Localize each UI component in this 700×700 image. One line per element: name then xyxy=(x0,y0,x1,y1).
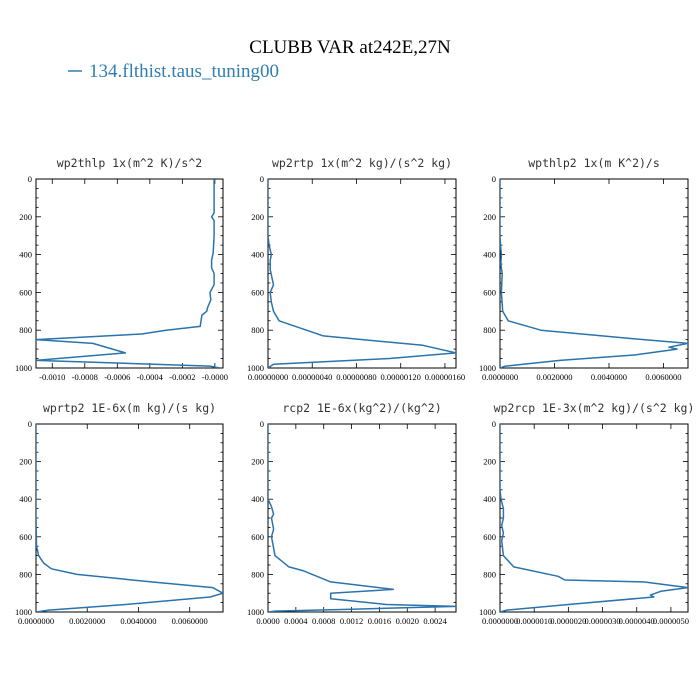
panel-6: wp2rcp 1E-3x(m^2 kg)/(s^2 kg) 0 200 400 600 8… xyxy=(479,401,694,626)
y-tick-label: 600 xyxy=(251,287,264,297)
y-tick-label: 0 xyxy=(492,174,496,184)
y-tick-label: 1000 xyxy=(15,607,32,617)
figure-title: CLUBB VAR at242E,27N xyxy=(249,37,451,58)
x-tick-label: 0.0008 xyxy=(312,616,335,626)
y-tick-label: 200 xyxy=(19,457,32,467)
panel-1: wp2thlp 1x(m^2 K)/s^2 0 200 400 600 800 1000 -0… xyxy=(15,156,228,382)
y-tick-label: 0 xyxy=(28,419,32,429)
y-tick-label: 600 xyxy=(483,532,496,542)
y-tick-label: 600 xyxy=(251,532,264,542)
y-tick-label: 600 xyxy=(483,287,496,297)
y-tick-label: 400 xyxy=(19,250,32,260)
x-tick-label: 0.0000030 xyxy=(584,616,620,626)
x-tick-label: 0.0000000 xyxy=(482,616,518,626)
x-tick-label: 0.0040000 xyxy=(120,616,156,626)
x-tick-label: 0.00000040 xyxy=(292,372,332,382)
y-tick-label: 400 xyxy=(251,494,264,504)
y-tick-label: 800 xyxy=(19,569,32,579)
y-tick-label: 1000 xyxy=(15,363,32,373)
x-tick-label: 0.0000000 xyxy=(482,372,518,382)
x-tick-label: 0.0040000 xyxy=(591,372,627,382)
x-tick-label: 0.0000000 xyxy=(18,616,54,626)
x-tick-label: 0.00000120 xyxy=(381,372,421,382)
x-tick-label: 0.00000000 xyxy=(248,372,288,382)
x-tick-label: 0.0000 xyxy=(256,616,279,626)
y-tick-label: 1000 xyxy=(247,363,264,373)
y-tick-label: 800 xyxy=(483,325,496,335)
y-tick-label: 0 xyxy=(28,174,32,184)
panels: wp2thlp 1x(m^2 K)/s^2 0 200 400 600 800 1000 -0… xyxy=(15,156,694,626)
y-tick-label: 800 xyxy=(251,325,264,335)
y-tick-label: 0 xyxy=(492,419,496,429)
x-tick-label: 0.0004 xyxy=(284,616,308,626)
x-tick-label: 0.0060000 xyxy=(172,616,208,626)
x-tick-label: -0.0004 xyxy=(137,372,164,382)
x-tick-label: 0.00000160 xyxy=(425,372,465,382)
y-tick-label: 800 xyxy=(19,325,32,335)
x-tick-label: 0.00000080 xyxy=(336,372,376,382)
x-tick-label: 0.0020 xyxy=(396,616,419,626)
panel-title: wprtp2 1E-6x(m kg)/(s kg) xyxy=(43,401,216,415)
x-tick-label: 0.0020000 xyxy=(536,372,572,382)
series-line xyxy=(500,179,688,368)
panel-title: rcp2 1E-6x(kg^2)/(kg^2) xyxy=(282,401,441,415)
y-tick-label: 1000 xyxy=(479,363,496,373)
plot-frame xyxy=(499,178,689,369)
x-tick-label: 0.0016 xyxy=(368,616,391,626)
series-line xyxy=(500,424,688,612)
y-tick-label: 200 xyxy=(483,212,496,222)
legend-label: 134.flthist.taus_tuning00 xyxy=(89,61,279,82)
plot-frame xyxy=(35,423,224,613)
y-tick-label: 600 xyxy=(19,287,32,297)
x-tick-label: -0.0006 xyxy=(104,372,130,382)
y-tick-label: 400 xyxy=(483,250,496,260)
y-tick-label: 800 xyxy=(251,569,264,579)
x-tick-label: 0.0012 xyxy=(340,616,363,626)
x-tick-label: 0.0000020 xyxy=(550,616,586,626)
plot-frame xyxy=(267,423,457,613)
y-tick-label: 600 xyxy=(19,532,32,542)
panel-2: wp2rtp 1x(m^2 kg)/(s^2 kg) 0 200 400 600 800 1… xyxy=(247,156,465,382)
y-tick-label: 400 xyxy=(19,494,32,504)
y-tick-label: 0 xyxy=(260,419,264,429)
panel-title: wp2rcp 1E-3x(m^2 kg)/(s^2 kg) xyxy=(494,401,695,415)
panel-3: wpthlp2 1x(m K^2)/s020040060080010000.00… xyxy=(479,156,689,382)
x-tick-label: 0.0020000 xyxy=(69,616,105,626)
y-tick-label: 200 xyxy=(251,212,264,222)
x-tick-label: 0.0000040 xyxy=(619,616,655,626)
panel-5: rcp2 1E-6x(kg^2)/(kg^2) 0 200 400 600 800 1000… xyxy=(247,401,457,626)
x-tick-label: -0.0010 xyxy=(39,372,65,382)
series-line xyxy=(268,179,456,368)
legend: 134.flthist.taus_tuning00 xyxy=(68,61,279,82)
y-tick-label: 1000 xyxy=(479,607,496,617)
y-tick-label: 200 xyxy=(251,457,264,467)
x-tick-label: -0.0002 xyxy=(169,372,195,382)
panel-title: wp2thlp 1x(m^2 K)/s^2 xyxy=(57,156,202,170)
x-tick-label: 0.0000010 xyxy=(516,616,552,626)
series-line xyxy=(36,179,220,368)
series-line xyxy=(36,424,223,612)
y-tick-label: 400 xyxy=(251,250,264,260)
y-tick-label: 0 xyxy=(260,174,264,184)
panel-4: wprtp2 1E-6x(m kg)/(s kg) 0 200 400 600 800 10… xyxy=(15,401,224,626)
y-tick-label: 400 xyxy=(483,494,496,504)
x-tick-label: 0.0024 xyxy=(423,616,447,626)
y-tick-label: 800 xyxy=(483,569,496,579)
x-tick-label: 0.0000050 xyxy=(653,616,689,626)
x-tick-label: -0.0000 xyxy=(202,372,228,382)
y-tick-label: 200 xyxy=(19,212,32,222)
x-tick-label: 0.0060000 xyxy=(645,372,681,382)
series-line xyxy=(268,424,456,612)
x-tick-label: -0.0008 xyxy=(72,372,98,382)
panel-title: wp2rtp 1x(m^2 kg)/(s^2 kg) xyxy=(272,156,452,170)
plot-frame xyxy=(35,178,224,369)
panel-title: wpthlp2 1x(m K^2)/s xyxy=(528,156,660,170)
y-tick-label: 200 xyxy=(483,457,496,467)
y-tick-label: 1000 xyxy=(247,607,264,617)
